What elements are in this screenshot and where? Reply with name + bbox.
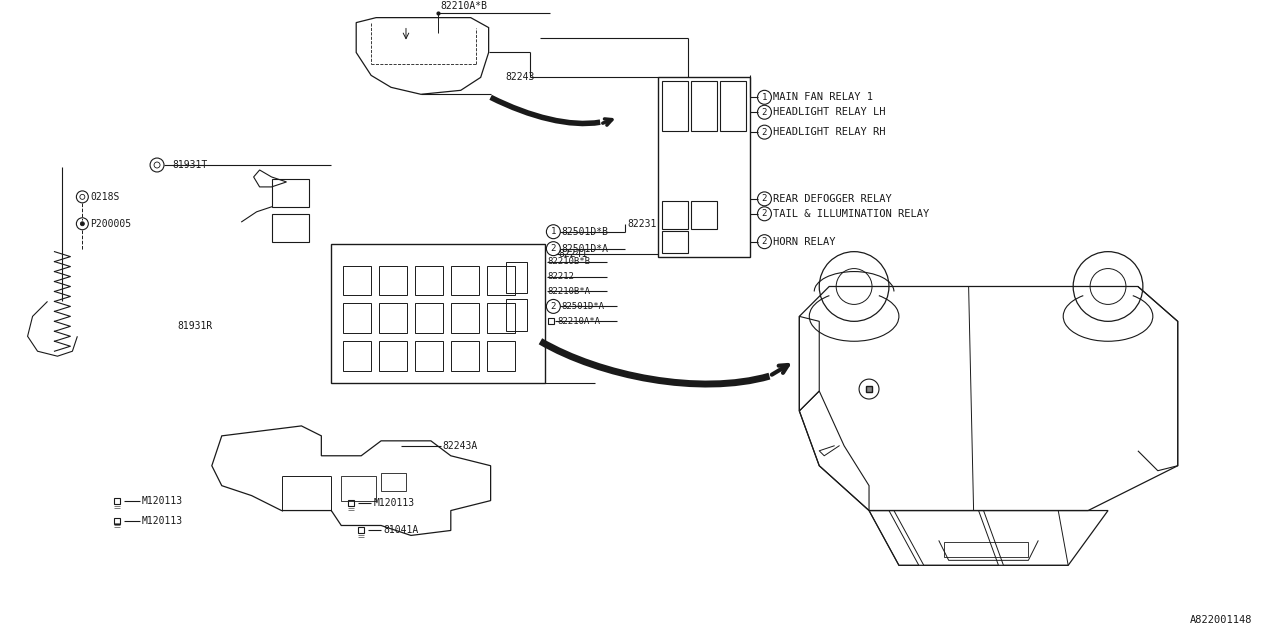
Bar	[943, 543, 1028, 557]
Text: 81041A: 81041A	[383, 525, 419, 536]
Text: 81931T: 81931T	[172, 160, 207, 170]
Bar	[379, 303, 407, 333]
Bar	[486, 303, 515, 333]
Bar	[332, 244, 545, 383]
Bar	[658, 77, 750, 257]
Text: 2: 2	[762, 127, 767, 137]
Text: 2: 2	[762, 195, 767, 204]
Text: 82210B*B: 82210B*B	[548, 257, 590, 266]
Text: 0218S: 0218S	[91, 192, 120, 202]
Text: 82210B*A: 82210B*A	[548, 287, 590, 296]
Bar	[342, 476, 376, 500]
Bar	[415, 266, 443, 296]
Bar	[451, 266, 479, 296]
Text: 2: 2	[550, 244, 556, 253]
Text: M120113: M120113	[374, 497, 415, 508]
Text: REAR DEFOGGER RELAY: REAR DEFOGGER RELAY	[773, 194, 892, 204]
Bar	[379, 341, 407, 371]
Bar	[343, 266, 371, 296]
Text: 1: 1	[762, 93, 767, 102]
Bar	[691, 81, 717, 131]
Bar	[271, 214, 310, 242]
Text: 82501D*A: 82501D*A	[562, 244, 608, 253]
Text: 82210A*B: 82210A*B	[440, 1, 488, 11]
Text: A822001148: A822001148	[1190, 615, 1252, 625]
Bar	[486, 341, 515, 371]
Text: MAIN FAN RELAY 1: MAIN FAN RELAY 1	[773, 92, 873, 102]
Text: 82241: 82241	[558, 248, 588, 259]
Bar	[691, 201, 717, 228]
Text: TAIL & ILLUMINATION RELAY: TAIL & ILLUMINATION RELAY	[773, 209, 929, 219]
Text: P200005: P200005	[91, 219, 132, 228]
Text: 2: 2	[762, 108, 767, 116]
Circle shape	[81, 222, 84, 226]
Text: 82231: 82231	[627, 219, 657, 228]
Bar	[506, 262, 527, 294]
Text: 82243A: 82243A	[443, 441, 479, 451]
Text: 82501D*B: 82501D*B	[562, 227, 608, 237]
Bar	[379, 266, 407, 296]
Text: 1: 1	[550, 227, 556, 236]
Bar	[486, 266, 515, 296]
Bar	[343, 341, 371, 371]
Bar	[506, 300, 527, 332]
Bar	[451, 303, 479, 333]
Text: M120113: M120113	[142, 515, 183, 525]
Text: HEADLIGHT RELAY RH: HEADLIGHT RELAY RH	[773, 127, 886, 137]
Text: 82501D*A: 82501D*A	[562, 302, 604, 311]
Bar	[662, 81, 687, 131]
Text: HEADLIGHT RELAY LH: HEADLIGHT RELAY LH	[773, 108, 886, 117]
Bar	[719, 81, 745, 131]
Bar	[451, 341, 479, 371]
Bar	[271, 179, 310, 207]
Text: 2: 2	[762, 237, 767, 246]
Text: 81931R: 81931R	[177, 321, 212, 332]
Bar	[415, 303, 443, 333]
Bar	[662, 231, 687, 253]
Text: 82210A*A: 82210A*A	[557, 317, 600, 326]
Text: 82243: 82243	[506, 72, 535, 83]
Bar	[662, 201, 687, 228]
Text: 82212: 82212	[548, 272, 575, 281]
Text: HORN RELAY: HORN RELAY	[773, 237, 836, 246]
Bar	[415, 341, 443, 371]
Text: 2: 2	[550, 302, 556, 311]
Bar	[343, 303, 371, 333]
Bar	[381, 473, 406, 491]
Text: M120113: M120113	[142, 495, 183, 506]
Text: 2: 2	[762, 209, 767, 218]
